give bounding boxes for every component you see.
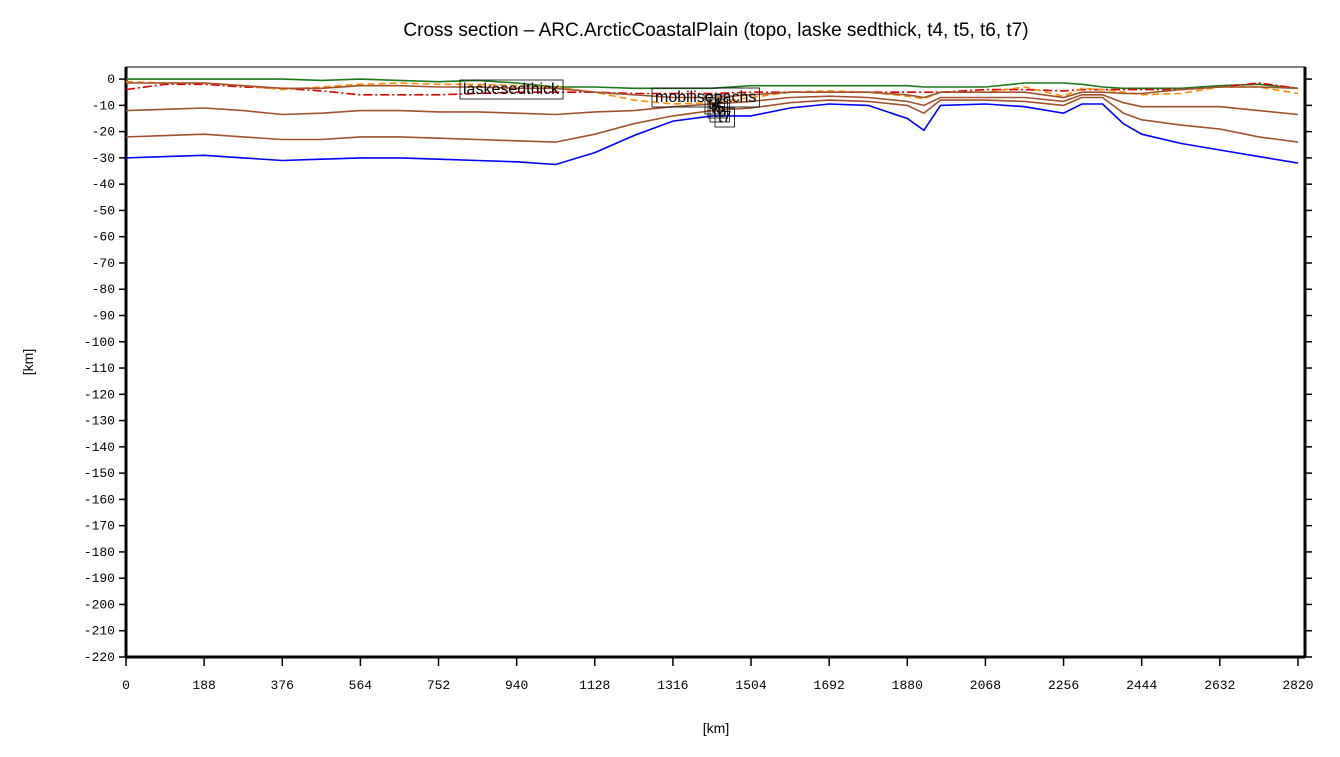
x-tick-label: 1880 — [892, 678, 923, 693]
y-tick-label: -140 — [84, 440, 115, 455]
series-line — [126, 82, 1298, 99]
y-tick-label: -160 — [84, 492, 115, 507]
x-tick-label: 1692 — [814, 678, 845, 693]
series-line — [125, 80, 1299, 105]
series-line — [125, 96, 1299, 143]
series-line — [126, 78, 1298, 90]
y-tick-label: 0 — [107, 72, 115, 87]
y-tick-label: -60 — [92, 230, 115, 245]
y-tick-label: -180 — [84, 545, 115, 560]
series-label-box — [714, 107, 735, 128]
y-tick-label: -120 — [84, 387, 115, 402]
series-label: laskesedthick — [463, 81, 560, 98]
series-line — [125, 94, 1298, 116]
x-tick-label: 1504 — [735, 678, 766, 693]
y-tick-label: -100 — [84, 335, 115, 350]
y-tick-label: -190 — [84, 571, 115, 586]
y-axis-label: [km] — [20, 349, 36, 375]
chart-title: Cross section – ARC.ArcticCoastalPlain (… — [403, 20, 1028, 41]
series-label: t4 — [708, 96, 721, 113]
y-tick-label: -50 — [92, 203, 115, 218]
y-tick-label: -130 — [84, 414, 115, 429]
y-tick-label: -200 — [84, 597, 115, 612]
x-tick-label: 2444 — [1126, 678, 1157, 693]
y-tick-label: -30 — [92, 151, 115, 166]
series-line — [125, 103, 1299, 166]
y-tick-label: -20 — [92, 125, 115, 140]
x-tick-label: 940 — [505, 678, 528, 693]
y-tick-label: -70 — [92, 256, 115, 271]
x-axis-label: [km] — [703, 720, 729, 736]
x-tick-label: 2256 — [1048, 678, 1079, 693]
y-tick-label: -80 — [92, 282, 115, 297]
series-label-box — [707, 98, 728, 119]
x-tick-label: 188 — [192, 678, 215, 693]
series-label-box — [651, 87, 760, 108]
y-tick-label: -110 — [84, 361, 115, 376]
plot-frame — [125, 66, 1306, 658]
x-tick-label: 0 — [122, 678, 130, 693]
series-label: t5 — [711, 100, 724, 117]
y-tick-label: -150 — [84, 466, 115, 481]
y-tick-label: -90 — [92, 309, 115, 324]
x-tick-label: 1128 — [579, 678, 610, 693]
x-tick-label: 2068 — [970, 678, 1001, 693]
series-label: t7 — [718, 109, 731, 126]
series-line — [125, 82, 1299, 96]
x-tick-label: 752 — [427, 678, 450, 693]
y-tick-label: -170 — [84, 519, 115, 534]
y-tick-label: -210 — [84, 624, 115, 639]
x-tick-label: 2632 — [1204, 678, 1235, 693]
y-tick-label: -220 — [84, 650, 115, 665]
x-tick-label: 376 — [271, 678, 294, 693]
x-tick-label: 2820 — [1282, 678, 1313, 693]
series-label-box — [709, 102, 730, 123]
x-tick-label: 564 — [349, 678, 373, 693]
x-tick-label: 1316 — [657, 678, 688, 693]
series-label: mobilisepachs — [655, 89, 756, 106]
y-tick-label: -10 — [92, 98, 115, 113]
series-label-box — [459, 79, 564, 100]
y-tick-label: -40 — [92, 177, 115, 192]
